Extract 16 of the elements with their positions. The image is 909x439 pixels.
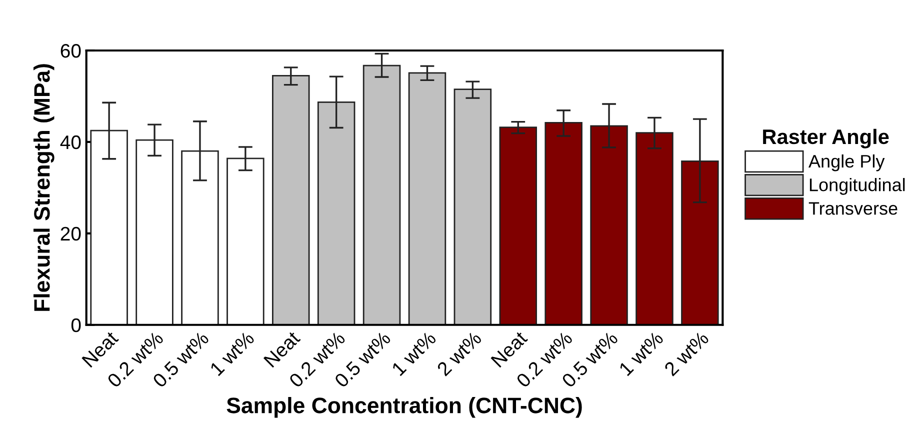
x-tick-label: 1 wt% <box>209 330 256 376</box>
x-axis-title: Sample Concentration (CNT-CNC) <box>226 397 582 418</box>
y-tick-label: 40 <box>60 135 81 150</box>
x-tick-label: 1 wt% <box>618 330 664 376</box>
legend-title: Raster Angle <box>763 128 889 148</box>
legend-label: Longitudinal <box>810 178 905 195</box>
x-tick-label: 1 wt% <box>391 330 437 376</box>
x-tick-label: 2 wt% <box>436 330 482 377</box>
y-tick-label: 0 <box>71 318 81 332</box>
legend-label: Angle Ply <box>808 154 885 172</box>
y-tick-label: 20 <box>60 226 81 241</box>
y-tick-label: 60 <box>60 44 81 58</box>
y-axis-title: Flexural Strength (MPa) <box>34 64 54 311</box>
x-tick-label: 2 wt% <box>664 330 710 377</box>
bar <box>499 126 538 325</box>
legend-label: Transverse <box>808 202 898 215</box>
